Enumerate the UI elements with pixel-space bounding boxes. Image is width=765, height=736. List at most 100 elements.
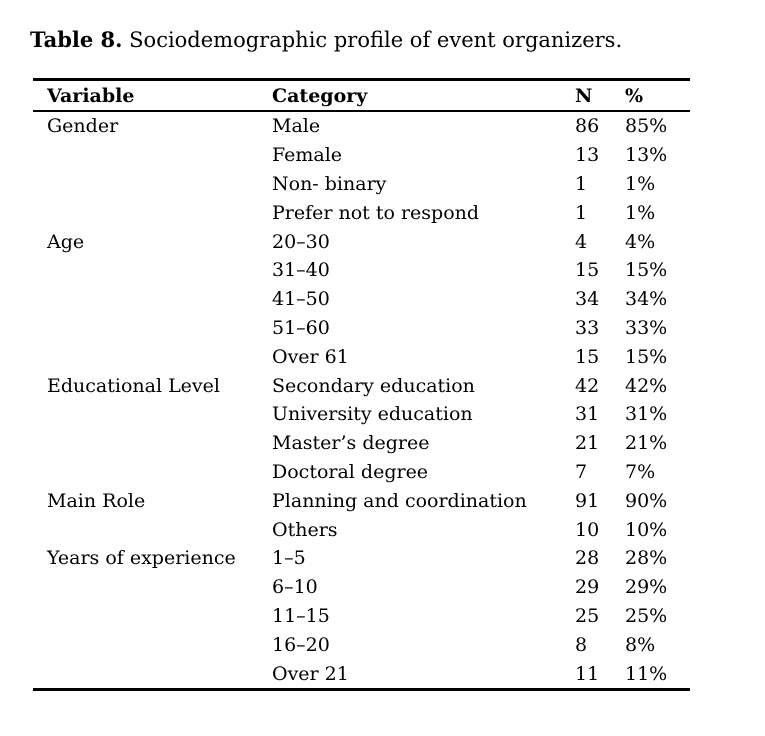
cell-category: Over 61 (272, 345, 349, 368)
cell-variable: Gender (47, 115, 119, 138)
cell-category: 51–60 (272, 316, 330, 339)
cell-category: 41–50 (272, 288, 330, 311)
cell-percent: 4% (625, 230, 656, 253)
cell-percent: 85% (625, 115, 668, 138)
cell-n: 29 (575, 576, 600, 599)
cell-percent: 1% (625, 201, 656, 224)
cell-n: 42 (575, 374, 600, 397)
cell-variable (33, 314, 272, 343)
cell-n: 15 (575, 345, 600, 368)
cell-variable (33, 400, 272, 429)
table-row: 41–50 34 34% (33, 285, 690, 314)
table-row: Over 21 11 11% (33, 659, 690, 689)
cell-n: 33 (575, 316, 600, 339)
cell-n: 34 (575, 288, 600, 311)
table-caption-label: Table 8. (30, 27, 123, 52)
cell-category: Female (272, 144, 343, 167)
table-body: Gender Male 86 85% Female 13 13% Non- bi… (33, 111, 690, 689)
cell-variable (33, 659, 272, 689)
cell-variable (33, 630, 272, 659)
cell-n: 91 (575, 489, 600, 512)
table-header: Variable Category N % (33, 80, 690, 111)
cell-percent: 8% (625, 633, 656, 656)
cell-n: 1 (575, 201, 588, 224)
cell-category: Planning and coordination (272, 489, 527, 512)
cell-n: 8 (575, 633, 588, 656)
table-row: Over 61 15 15% (33, 342, 690, 371)
table-row: Prefer not to respond 1 1% (33, 198, 690, 227)
cell-percent: 31% (625, 403, 668, 426)
cell-percent: 90% (625, 489, 668, 512)
cell-category: University education (272, 403, 473, 426)
table-row: 6–10 29 29% (33, 573, 690, 602)
cell-percent: 25% (625, 604, 668, 627)
cell-n: 21 (575, 432, 600, 455)
table-row: University education 31 31% (33, 400, 690, 429)
table-row: 31–40 15 15% (33, 256, 690, 285)
column-header-variable: Variable (47, 84, 135, 107)
cell-percent: 42% (625, 374, 668, 397)
table-row: Doctoral degree 7 7% (33, 458, 690, 487)
table-caption: Table 8. Sociodemographic profile of eve… (0, 0, 765, 53)
table-row: Years of experience 1–5 28 28% (33, 544, 690, 573)
cell-category: Doctoral degree (272, 460, 429, 483)
cell-variable (33, 256, 272, 285)
cell-category: Male (272, 115, 321, 138)
cell-category: 31–40 (272, 259, 330, 282)
column-header-n: N (575, 84, 593, 107)
cell-percent: 1% (625, 172, 656, 195)
table-row: Female 13 13% (33, 141, 690, 170)
cell-n: 7 (575, 460, 588, 483)
cell-n: 1 (575, 172, 588, 195)
cell-variable (33, 573, 272, 602)
column-header-percent: % (625, 84, 644, 107)
cell-percent: 34% (625, 288, 668, 311)
cell-variable (33, 602, 272, 631)
cell-percent: 33% (625, 316, 668, 339)
cell-n: 31 (575, 403, 600, 426)
cell-variable: Main Role (47, 489, 146, 512)
cell-category: 1–5 (272, 547, 306, 570)
cell-percent: 7% (625, 460, 656, 483)
cell-n: 4 (575, 230, 588, 253)
cell-category: 20–30 (272, 230, 330, 253)
cell-category: 6–10 (272, 576, 318, 599)
cell-category: 11–15 (272, 604, 330, 627)
cell-percent: 15% (625, 345, 668, 368)
table-row: Others 10 10% (33, 515, 690, 544)
table-row: 16–20 8 8% (33, 630, 690, 659)
cell-variable (33, 170, 272, 199)
cell-n: 10 (575, 518, 600, 541)
cell-variable (33, 515, 272, 544)
cell-category: Prefer not to respond (272, 201, 480, 224)
cell-category: 16–20 (272, 633, 330, 656)
cell-n: 25 (575, 604, 600, 627)
cell-category: Secondary education (272, 374, 475, 397)
table-row: Age 20–30 4 4% (33, 227, 690, 256)
cell-variable (33, 141, 272, 170)
cell-variable: Educational Level (47, 374, 220, 397)
cell-percent: 29% (625, 576, 668, 599)
cell-category: Others (272, 518, 338, 541)
cell-variable (33, 458, 272, 487)
cell-n: 86 (575, 115, 600, 138)
table-row: Gender Male 86 85% (33, 111, 690, 141)
table-row: 11–15 25 25% (33, 602, 690, 631)
table-caption-text: Sociodemographic profile of event organi… (122, 28, 623, 52)
cell-n: 28 (575, 547, 600, 570)
header-row: Variable Category N % (33, 80, 690, 111)
table-row: 51–60 33 33% (33, 314, 690, 343)
cell-category: Master’s degree (272, 432, 430, 455)
table-row: Educational Level Secondary education 42… (33, 371, 690, 400)
cell-n: 11 (575, 662, 600, 685)
table-row: Main Role Planning and coordination 91 9… (33, 486, 690, 515)
cell-percent: 15% (625, 259, 668, 282)
cell-percent: 21% (625, 432, 668, 455)
cell-variable (33, 198, 272, 227)
cell-category: Over 21 (272, 662, 349, 685)
cell-variable (33, 285, 272, 314)
cell-percent: 10% (625, 518, 668, 541)
table-row: Master’s degree 21 21% (33, 429, 690, 458)
table-row: Non- binary 1 1% (33, 170, 690, 199)
